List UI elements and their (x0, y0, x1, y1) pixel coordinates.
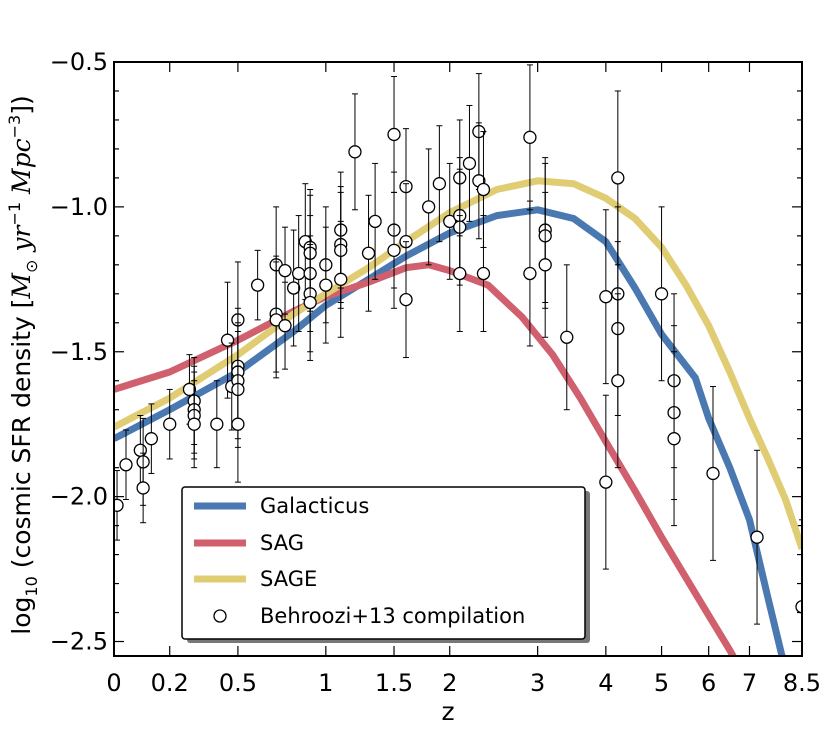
x-tick-label: 5 (654, 669, 669, 697)
y-tick-label: −2.0 (50, 483, 108, 511)
x-tick-label: 3 (530, 669, 545, 697)
data-point (476, 182, 491, 197)
y-tick-label: −1.0 (50, 193, 108, 221)
data-point (387, 127, 401, 142)
data-point (462, 156, 477, 171)
y-tick-label: −2.5 (50, 628, 108, 656)
data-point (361, 246, 376, 260)
data-point (114, 498, 124, 512)
x-tick-label: 4 (598, 669, 613, 697)
data-point (210, 417, 224, 431)
data-point (476, 266, 491, 281)
data-point (348, 145, 362, 159)
data-point (795, 600, 802, 614)
data-point (387, 243, 401, 257)
data-point (706, 466, 720, 481)
series-line-sage (114, 177, 802, 550)
data-point (667, 432, 681, 446)
x-tick-label: 1.5 (375, 669, 413, 697)
y-tick-label: −0.5 (50, 48, 108, 76)
data-point (611, 171, 625, 185)
legend-behroozi-label: Behroozi+13 compilation (260, 604, 525, 628)
data-point (182, 382, 197, 397)
data-point (278, 319, 292, 333)
data-point (422, 200, 436, 214)
x-tick-label: 0.5 (219, 669, 257, 697)
data-point (319, 278, 333, 292)
data-point (432, 177, 447, 191)
data-point (560, 330, 574, 344)
data-point (599, 290, 613, 304)
data-point (611, 374, 625, 388)
legend-behroozi-marker (213, 609, 227, 623)
x-tick-label: 8.5 (783, 669, 821, 697)
data-point (538, 258, 552, 272)
data-point (750, 530, 764, 544)
data-point (523, 130, 537, 144)
data-point (250, 278, 265, 292)
plot-frame (113, 61, 803, 657)
data-point (286, 281, 301, 295)
data-point (292, 266, 306, 281)
x-tick-label: 6 (701, 669, 716, 697)
data-point (334, 272, 348, 286)
y-tick-label: −1.5 (50, 338, 108, 366)
x-tick-label: 0 (106, 669, 121, 697)
legend-sag-label: SAG (260, 531, 304, 555)
data-point (231, 417, 245, 431)
legend-box (181, 486, 586, 640)
data-point (399, 292, 413, 307)
y-axis-label: log10 (cosmic SFR density [M⊙ yr−1 Mpc−3… (5, 95, 41, 634)
x-tick-label: 1 (318, 669, 333, 697)
x-tick-label: 0.2 (151, 669, 189, 697)
data-point (523, 266, 537, 281)
data-point (303, 295, 317, 310)
data-point (443, 214, 457, 229)
data-point (654, 287, 669, 301)
data-point (453, 266, 467, 281)
data-point (119, 458, 133, 472)
data-point (368, 214, 382, 229)
data-point (187, 417, 201, 431)
legend-galacticus-label: Galacticus (260, 494, 369, 518)
legend-sage-label: SAGE (260, 567, 317, 591)
data-point (144, 432, 158, 446)
x-tick-labels: 0 0.2 0.5 1 1.5 2 3 4 5 6 7 8.5 (106, 669, 821, 697)
y-tick-labels: −2.5 −2.0 −1.5 −1.0 −0.5 (50, 48, 108, 656)
behroozi-data-points (114, 64, 802, 656)
x-tick-label: 2 (442, 669, 457, 697)
data-point (163, 417, 177, 431)
data-point (599, 475, 613, 489)
x-tick-label: 7 (742, 669, 757, 697)
data-point (278, 263, 292, 278)
data-point (133, 443, 147, 457)
series-line-galacticus (114, 206, 786, 656)
legend: Galacticus SAG SAGE Behroozi+13 compilat… (181, 486, 590, 643)
data-point (136, 481, 150, 495)
x-axis-label: z (441, 697, 454, 726)
